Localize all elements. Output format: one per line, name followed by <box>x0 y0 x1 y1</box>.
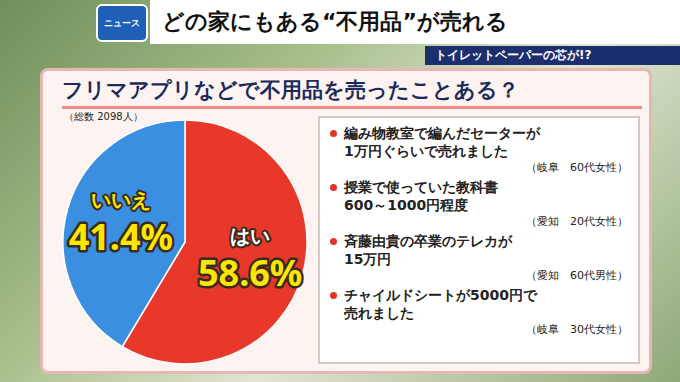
html-text:（総数 2098人）: （総数 2098人） <box>64 111 143 122</box>
svg-text:はい: はい <box>230 222 270 249</box>
html-text:（岐阜 30代女性）: （岐阜 30代女性） <box>526 323 628 336</box>
html-text:編み物教室で編んだセーターが: 編み物教室で編んだセーターが <box>344 125 540 141</box>
html-text:フリマアプリなどで不用品を売ったことある？: フリマアプリなどで不用品を売ったことある？ <box>62 78 519 102</box>
html-text:600～1000円程度: 600～1000円程度 <box>344 197 469 213</box>
html-text:チャイルドシートが5000円で: チャイルドシートが5000円で <box>344 287 537 303</box>
html-text:斉藤由貴の卒業のテレカが: 斉藤由貴の卒業のテレカが <box>344 233 512 249</box>
html-text:（岐阜 60代女性）: （岐阜 60代女性） <box>526 161 628 174</box>
html-text:ニュース: ニュース <box>104 17 140 28</box>
html-text:トイレットペーパーの芯が!?: トイレットペーパーの芯が!? <box>435 48 592 62</box>
html-text:どの家にもある“不用品”が売れる: どの家にもある“不用品”が売れる <box>162 9 508 34</box>
html-text:1万円ぐらいで売れました: 1万円ぐらいで売れました <box>344 143 508 159</box>
html-text:授業で使っていた教科書: 授業で使っていた教科書 <box>344 179 498 195</box>
html-text:（愛知 20代女性）: （愛知 20代女性） <box>526 215 628 228</box>
html-text:（愛知 60代男性）: （愛知 60代男性） <box>526 269 628 282</box>
html-text:15万円: 15万円 <box>344 251 392 267</box>
svg-text:58.6%: 58.6% <box>198 248 302 297</box>
svg-text:いいえ: いいえ <box>91 186 151 213</box>
html-text:売れました: 売れました <box>344 305 414 321</box>
svg-text:41.4%: 41.4% <box>69 212 173 261</box>
